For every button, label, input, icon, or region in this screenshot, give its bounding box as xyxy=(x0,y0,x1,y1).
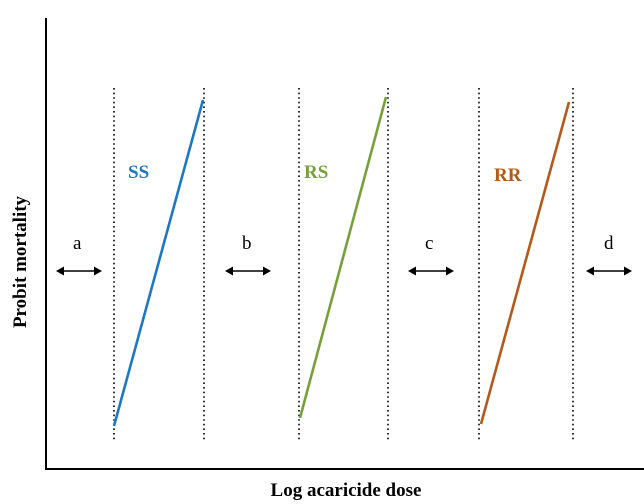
zone-arrow-d xyxy=(586,266,632,276)
series-label-rs: RS xyxy=(304,162,328,183)
zone-label-d: d xyxy=(604,233,614,254)
x-axis-title: Log acaricide dose xyxy=(271,480,422,501)
y-axis-title: Probit mortality xyxy=(10,195,31,328)
zone-label-a: a xyxy=(73,233,82,254)
zone-label-b: b xyxy=(242,233,252,254)
zone-arrow-a xyxy=(56,266,102,276)
series-line-rs xyxy=(298,96,388,419)
series-label-rr: RR xyxy=(494,165,522,186)
series-line-ss xyxy=(112,99,205,427)
series-line-rr xyxy=(479,101,571,425)
zone-label-c: c xyxy=(425,233,433,254)
series-label-ss: SS xyxy=(128,162,149,183)
zone-arrow-c xyxy=(408,266,454,276)
zone-arrow-b xyxy=(225,266,271,276)
